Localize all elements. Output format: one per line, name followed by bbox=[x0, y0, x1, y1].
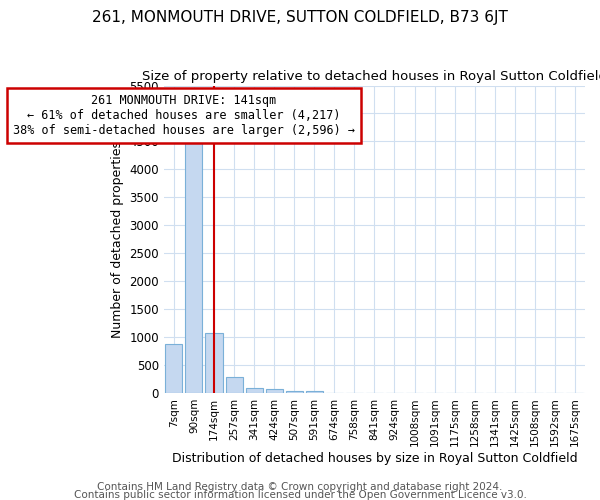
Bar bbox=[205, 333, 223, 393]
Title: Size of property relative to detached houses in Royal Sutton Coldfield: Size of property relative to detached ho… bbox=[142, 70, 600, 83]
Bar bbox=[306, 390, 323, 393]
Text: Contains HM Land Registry data © Crown copyright and database right 2024.: Contains HM Land Registry data © Crown c… bbox=[97, 482, 503, 492]
Y-axis label: Number of detached properties: Number of detached properties bbox=[111, 140, 124, 338]
Bar bbox=[185, 138, 202, 393]
Bar bbox=[166, 344, 182, 393]
Text: 261 MONMOUTH DRIVE: 141sqm
← 61% of detached houses are smaller (4,217)
38% of s: 261 MONMOUTH DRIVE: 141sqm ← 61% of deta… bbox=[13, 94, 355, 137]
Bar bbox=[286, 391, 303, 393]
Bar bbox=[245, 388, 263, 393]
X-axis label: Distribution of detached houses by size in Royal Sutton Coldfield: Distribution of detached houses by size … bbox=[172, 452, 577, 465]
Text: Contains public sector information licensed under the Open Government Licence v3: Contains public sector information licen… bbox=[74, 490, 526, 500]
Text: 261, MONMOUTH DRIVE, SUTTON COLDFIELD, B73 6JT: 261, MONMOUTH DRIVE, SUTTON COLDFIELD, B… bbox=[92, 10, 508, 25]
Bar bbox=[266, 390, 283, 393]
Bar bbox=[226, 377, 242, 393]
